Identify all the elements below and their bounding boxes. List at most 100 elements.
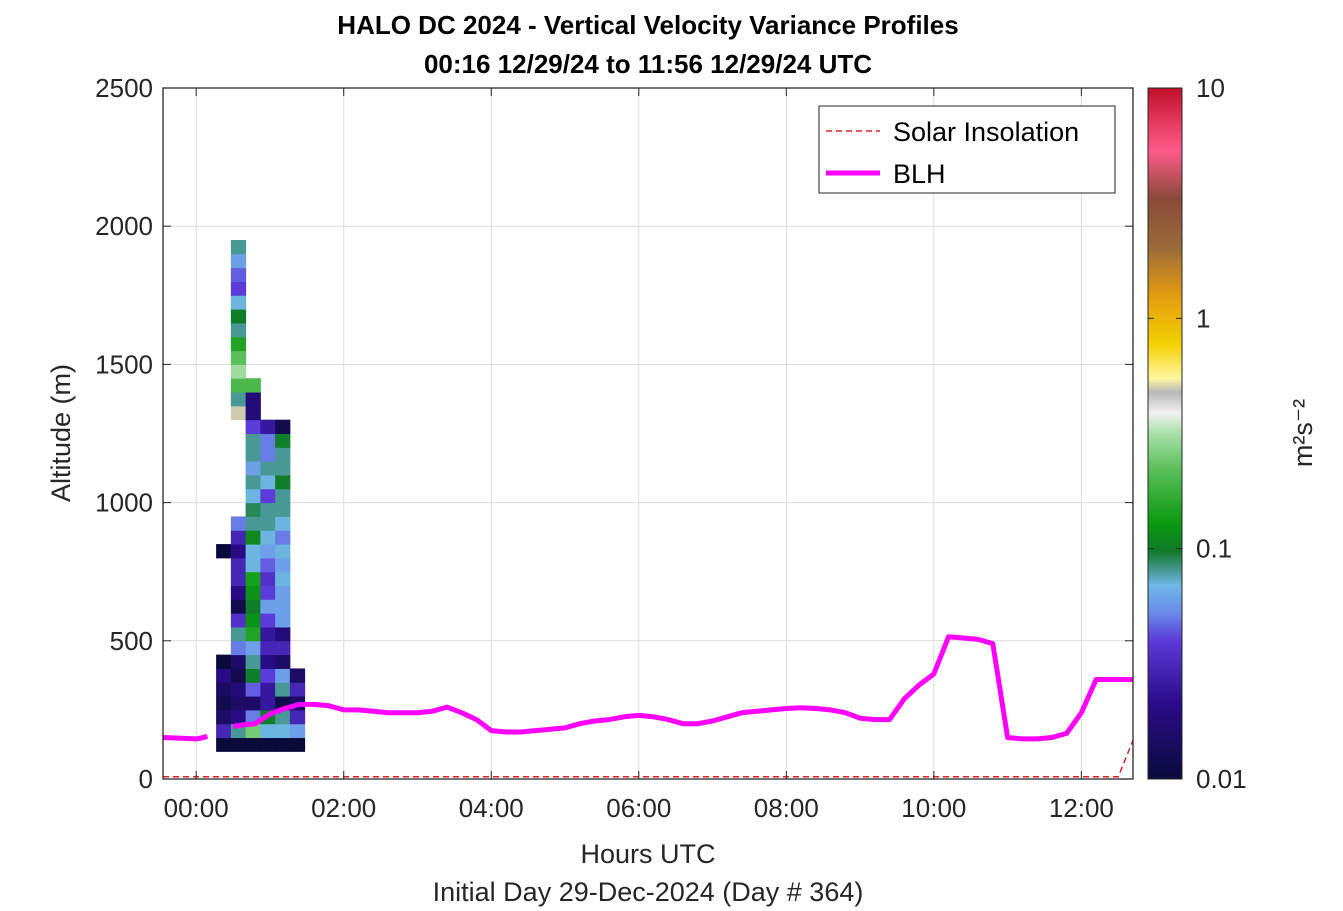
heatmap-cell <box>245 447 261 462</box>
heatmap-cell <box>230 544 247 559</box>
heatmap-cell <box>260 461 276 476</box>
heatmap-cell <box>289 709 306 725</box>
heatmap-cell <box>216 709 232 725</box>
y-tick-label: 0 <box>139 764 153 794</box>
heatmap-cell <box>275 488 291 504</box>
heatmap-cell <box>260 419 276 434</box>
heatmap-cell <box>230 309 247 324</box>
heatmap-cell <box>275 502 291 517</box>
heatmap-cell <box>216 737 232 752</box>
heatmap-cell <box>245 640 261 656</box>
heatmap-cell <box>230 654 247 669</box>
colorbar: 0.01 0.1 1 10 m²s⁻² <box>1147 73 1318 794</box>
heatmap-cell <box>275 516 291 531</box>
heatmap-cell <box>245 626 261 642</box>
heatmap-cell <box>230 295 247 310</box>
heatmap-cell <box>275 544 291 559</box>
heatmap-cell <box>245 544 261 559</box>
heatmap-cell <box>230 640 247 656</box>
heatmap-cell <box>260 530 276 545</box>
heatmap-cell <box>275 682 291 697</box>
heatmap-cell <box>230 613 247 628</box>
heatmap-cell <box>260 640 276 656</box>
heatmap-cell <box>275 447 291 462</box>
heatmap-cell <box>245 488 261 504</box>
x-tick-label: 10:00 <box>901 793 966 823</box>
heatmap-cell <box>275 709 291 725</box>
heatmap-cell <box>245 737 261 752</box>
heatmap-cell <box>230 696 247 711</box>
heatmap-cell <box>260 447 276 462</box>
heatmap-cell <box>245 613 261 628</box>
x-axis-sublabel: Initial Day 29-Dec-2024 (Day # 364) <box>433 877 864 907</box>
colorbar-tick-label: 0.01 <box>1196 764 1247 794</box>
heatmap-cell <box>260 599 276 614</box>
heatmap-cell <box>245 682 261 697</box>
heatmap-cell <box>260 433 276 448</box>
heatmap-cell <box>260 571 276 587</box>
blh-line <box>163 634 1133 742</box>
colorbar-bar <box>1147 87 1183 780</box>
heatmap-cell <box>245 654 261 669</box>
heatmap-cell <box>245 392 261 407</box>
heatmap-cell <box>275 433 291 448</box>
heatmap-cell <box>275 626 291 642</box>
y-tick-label: 1000 <box>95 488 153 518</box>
heatmap-cell <box>245 723 261 739</box>
legend-box <box>818 105 1116 194</box>
heatmap-cell <box>216 696 232 711</box>
y-axis-ticks: 0 500 1000 1500 2000 2500 <box>95 73 1133 794</box>
x-axis-ticks: 00:00 02:00 04:00 06:00 08:00 10:00 12:00 <box>164 88 1114 823</box>
heatmap-cell <box>230 682 247 697</box>
heatmap-cell <box>260 723 276 739</box>
heatmap-cell <box>216 544 232 559</box>
plot-frame <box>162 87 1134 780</box>
heatmap-cell <box>230 350 247 365</box>
heatmap-cell <box>230 378 247 393</box>
heatmap-cell <box>275 557 291 573</box>
heatmap-cell <box>230 267 247 282</box>
chart-title: HALO DC 2024 - Vertical Velocity Varianc… <box>337 10 958 40</box>
heatmap-cell <box>230 336 247 352</box>
heatmap-cell <box>230 737 247 752</box>
colorbar-tick-label: 0.1 <box>1196 534 1232 564</box>
heatmap-cell <box>230 571 247 587</box>
heatmap-cell <box>245 433 261 448</box>
colorbar-tick-label: 1 <box>1196 303 1210 333</box>
heatmap-cell <box>275 571 291 587</box>
x-tick-label: 02:00 <box>311 793 376 823</box>
heatmap-cell <box>275 668 291 683</box>
heatmap-cell <box>230 709 247 725</box>
heatmap-cell <box>230 392 247 407</box>
x-tick-label: 04:00 <box>459 793 524 823</box>
heatmap-cell <box>245 571 261 587</box>
heatmap-cell <box>245 585 261 600</box>
heatmap-cell <box>260 626 276 642</box>
heatmap-cell <box>230 668 247 683</box>
heatmap-cell <box>260 613 276 628</box>
heatmap-cell <box>260 737 276 752</box>
heatmap-cell <box>260 668 276 683</box>
heatmap-cell <box>289 682 306 697</box>
heatmap-cell <box>245 557 261 573</box>
heatmap-cell <box>216 723 232 739</box>
x-tick-label: 06:00 <box>606 793 671 823</box>
heatmap-cell <box>216 668 232 683</box>
heatmap-cell <box>245 474 261 490</box>
heatmap-cell <box>260 474 276 490</box>
y-tick-label: 1500 <box>95 349 153 379</box>
heatmap-cell <box>275 461 291 476</box>
heatmap-cell <box>230 516 247 531</box>
heatmap-cell <box>245 378 261 393</box>
x-tick-label: 08:00 <box>754 793 819 823</box>
legend-blh-label: BLH <box>893 159 946 189</box>
plot-area <box>163 88 1133 779</box>
heatmap-cell <box>230 405 247 421</box>
colorbar-label: m²s⁻² <box>1288 399 1318 467</box>
heatmap-cell <box>275 530 291 545</box>
heatmap-cell <box>275 585 291 600</box>
heatmap-cell <box>260 544 276 559</box>
heatmap-cell <box>275 599 291 614</box>
heatmap-cell <box>289 668 306 683</box>
heatmap-cell <box>260 585 276 600</box>
